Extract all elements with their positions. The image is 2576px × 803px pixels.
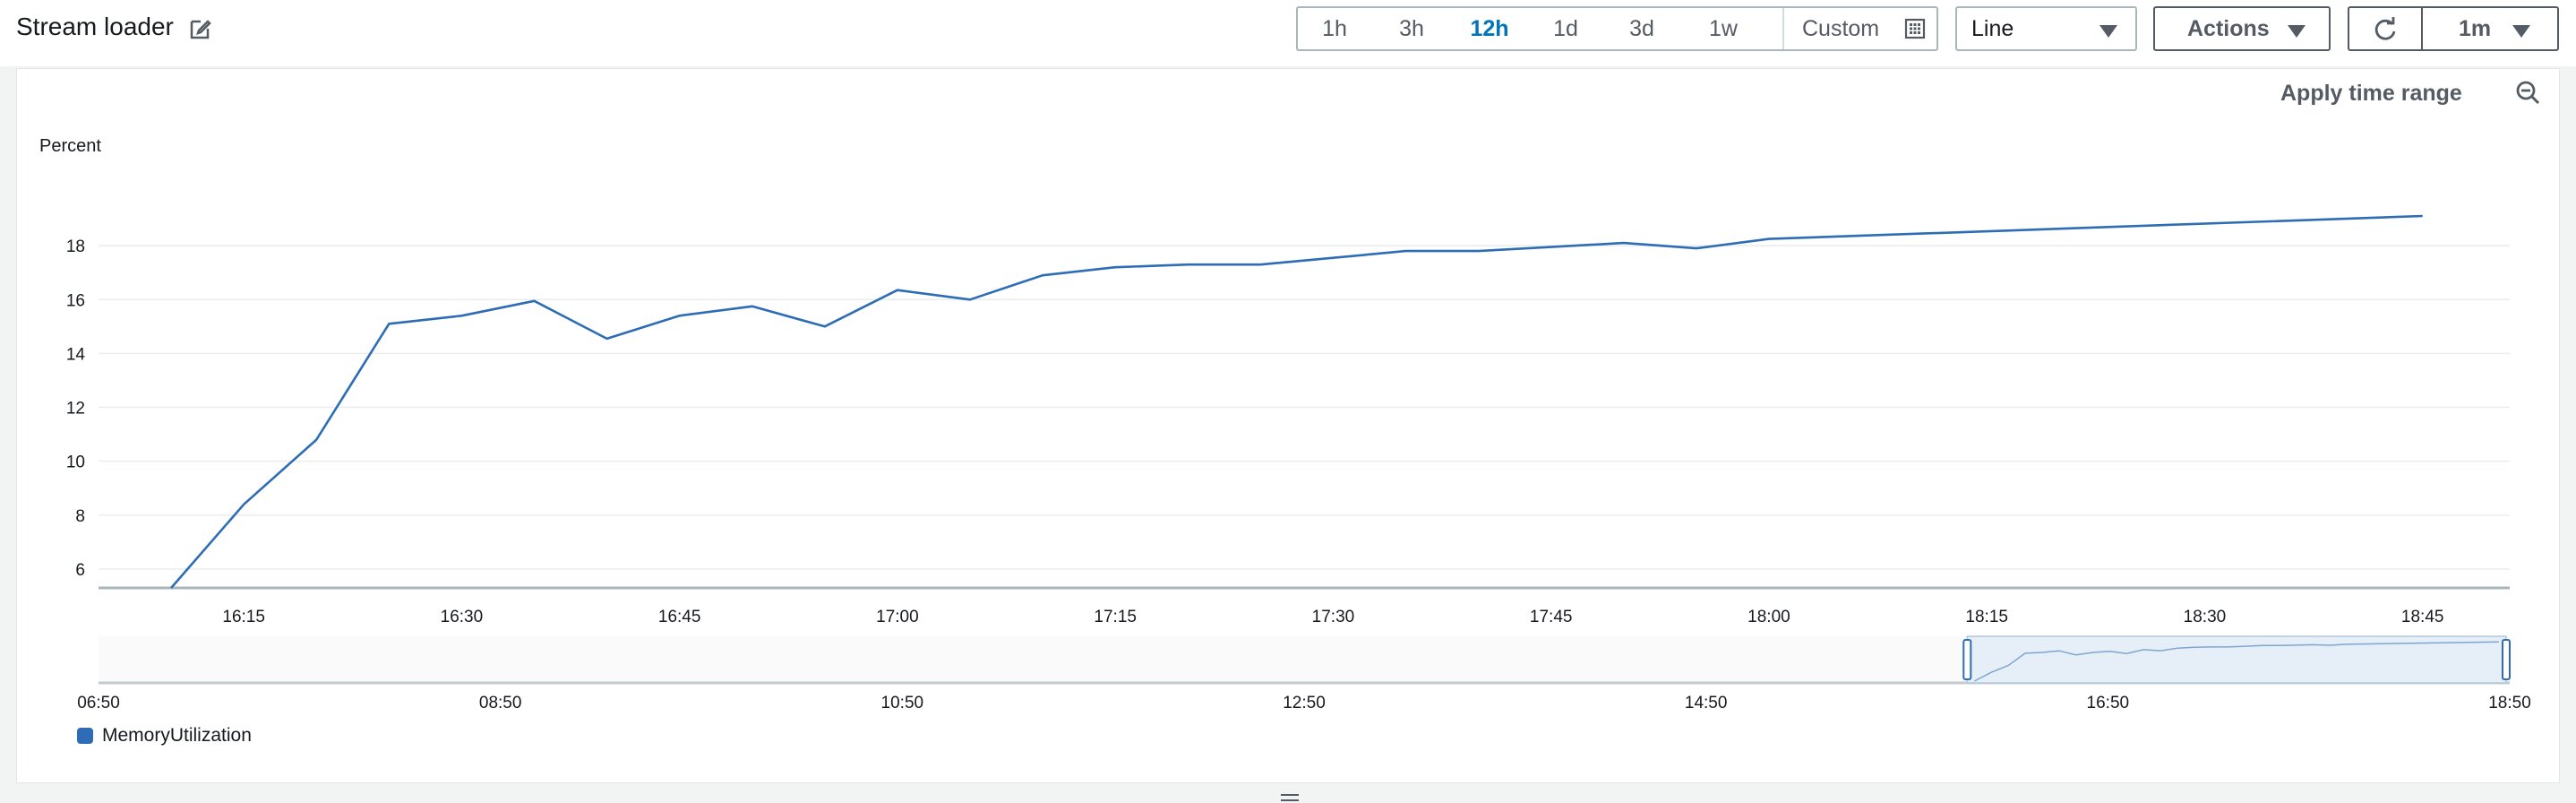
chart-type-value: Line — [1971, 15, 2014, 41]
time-range-1w[interactable]: 1w — [1709, 15, 1738, 41]
chevron-down-icon — [2512, 25, 2530, 38]
chart-type-select[interactable]: Line — [1955, 6, 2137, 51]
resize-handle-icon[interactable] — [1281, 792, 1299, 803]
chart-legend[interactable]: MemoryUtilization — [77, 725, 252, 747]
legend-swatch — [77, 728, 93, 744]
actions-label: Actions — [2187, 15, 2270, 41]
zoom-out-icon[interactable] — [2515, 80, 2540, 105]
refresh-button[interactable] — [2348, 6, 2423, 51]
time-range-selector: 1h 3h 12h 1d 3d 1w Custom — [1296, 6, 1938, 51]
chevron-down-icon — [2288, 25, 2306, 38]
chart-panel — [16, 68, 2560, 783]
legend-label: MemoryUtilization — [102, 725, 252, 746]
custom-range-button[interactable]: Custom — [1782, 8, 1938, 49]
header-bar: Stream loader 1h 3h 12h 1d 3d 1w Custom … — [0, 0, 2576, 66]
calendar-icon — [1904, 18, 1926, 39]
apply-time-range-button[interactable]: Apply time range — [2280, 81, 2462, 106]
refresh-interval-select[interactable]: 1m — [2421, 6, 2559, 51]
chevron-down-icon — [2099, 25, 2117, 38]
time-range-1h[interactable]: 1h — [1322, 15, 1347, 41]
y-axis-label: Percent — [39, 136, 101, 156]
edit-icon[interactable] — [188, 16, 213, 41]
time-range-3d[interactable]: 3d — [1629, 15, 1654, 41]
refresh-interval-label: 1m — [2459, 15, 2492, 41]
time-range-1d[interactable]: 1d — [1553, 15, 1578, 41]
dashboard-title: Stream loader — [16, 13, 174, 40]
time-range-12h[interactable]: 12h — [1470, 15, 1509, 41]
custom-range-label: Custom — [1802, 15, 1880, 41]
refresh-icon — [2374, 17, 2396, 40]
time-range-3h[interactable]: 3h — [1399, 15, 1424, 41]
actions-button[interactable]: Actions — [2153, 6, 2331, 51]
